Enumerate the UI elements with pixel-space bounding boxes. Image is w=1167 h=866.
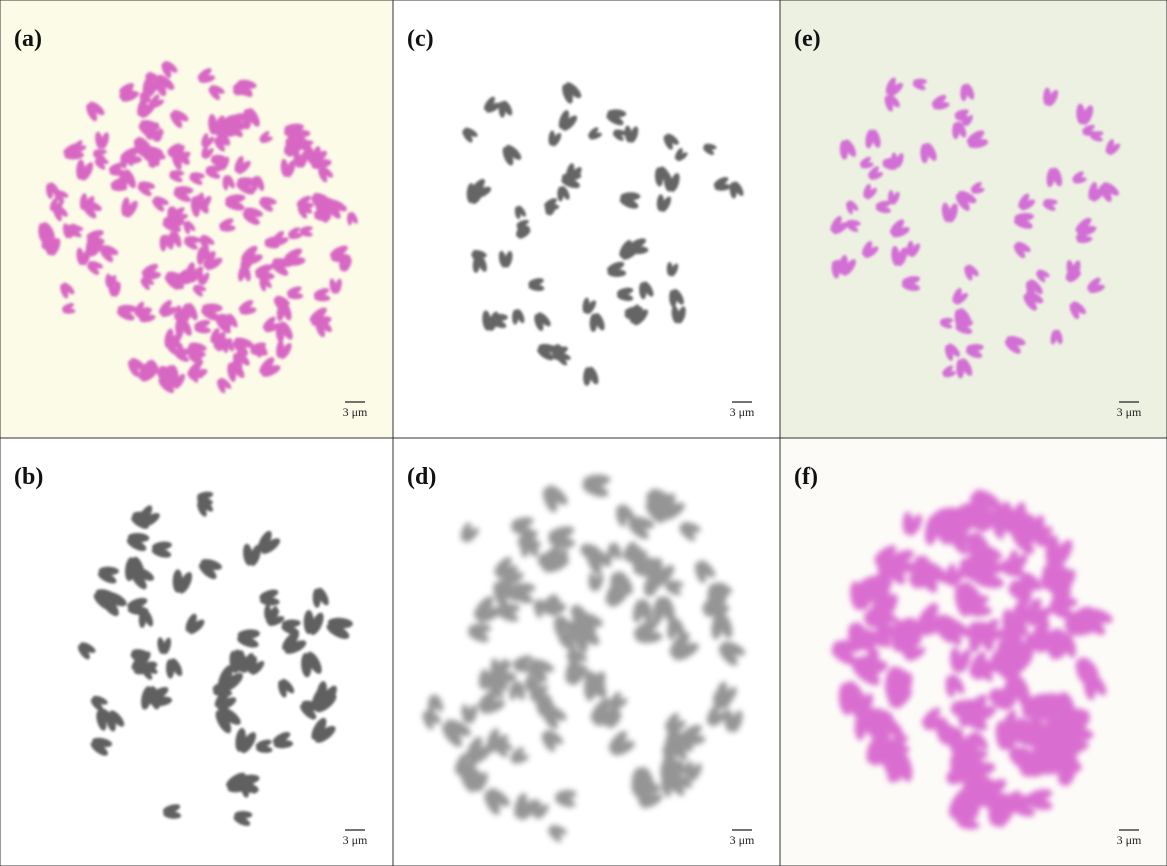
panel-label: (f) [794,464,818,490]
panel: (b) 3 μm [0,438,393,866]
panel-background [0,438,393,866]
panel: (c) 3 μm [393,0,780,438]
scale-label: 3 μm [1117,833,1142,847]
panel-label: (a) [14,26,42,52]
panel: (f) 3 μm [780,438,1167,866]
panel: (e) 3 μm [780,0,1167,438]
chromatid [584,674,595,701]
panel-label: (b) [14,464,43,490]
chromatid [1083,130,1097,136]
scale-label: 3 μm [343,405,368,419]
panel: (a) 3 μm [0,0,393,438]
panel-label: (e) [794,26,821,52]
figure: (a) 3 μm (b) 3 μm (c) 3 μm (d) 3 μm (e) 3 μm (f) 3 … [0,0,1167,866]
scale-label: 3 μm [730,405,755,419]
panel-label: (d) [407,464,436,490]
chromatid [872,584,882,608]
scale-label: 3 μm [1117,405,1142,419]
panel-label: (c) [407,26,434,52]
scale-label: 3 μm [730,833,755,847]
panel: (d) 3 μm [393,438,780,866]
scale-label: 3 μm [343,833,368,847]
